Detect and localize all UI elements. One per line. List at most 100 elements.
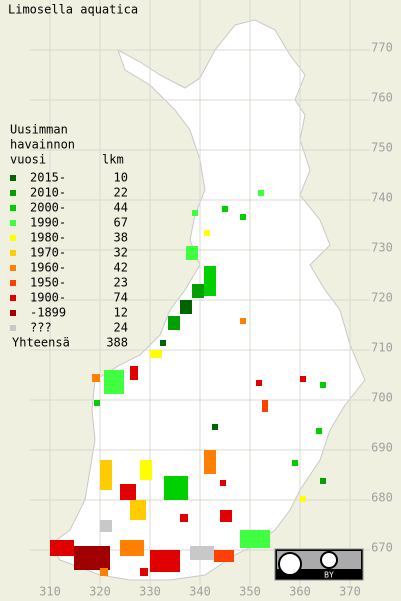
legend-count: 23 xyxy=(114,276,128,290)
square xyxy=(292,460,298,466)
square xyxy=(130,500,146,520)
square xyxy=(220,480,226,486)
legend-count: 22 xyxy=(114,186,128,200)
square xyxy=(160,340,166,346)
legend-swatch xyxy=(10,295,16,301)
square xyxy=(320,382,326,388)
legend-header: Uusimman xyxy=(10,123,68,137)
square xyxy=(300,496,306,502)
square xyxy=(204,230,210,236)
square xyxy=(100,568,108,576)
square xyxy=(220,510,232,522)
legend-count: 44 xyxy=(114,201,128,215)
legend-swatch xyxy=(10,325,16,331)
x-tick-label: 320 xyxy=(89,585,111,599)
legend-count: 32 xyxy=(114,246,128,260)
square xyxy=(192,210,198,216)
legend-label: 2015- xyxy=(30,171,66,185)
legend-count-header: lkm xyxy=(102,153,124,167)
square xyxy=(320,478,326,484)
legend-swatch xyxy=(10,250,16,256)
y-tick-label: 710 xyxy=(371,341,393,355)
square xyxy=(258,190,264,196)
square xyxy=(74,546,110,570)
square xyxy=(222,206,228,212)
square xyxy=(240,318,246,324)
square xyxy=(190,546,214,560)
legend-label: 1970- xyxy=(30,246,66,260)
y-tick-label: 700 xyxy=(371,391,393,405)
y-tick-label: 760 xyxy=(371,91,393,105)
legend-label: 2000- xyxy=(30,201,66,215)
legend-header: havainnon xyxy=(10,138,75,152)
square xyxy=(300,376,306,382)
x-tick-label: 340 xyxy=(189,585,211,599)
square xyxy=(130,366,138,380)
square xyxy=(192,284,204,298)
square xyxy=(316,428,322,434)
legend-count: 74 xyxy=(114,291,128,305)
y-tick-label: 770 xyxy=(371,41,393,55)
square xyxy=(212,424,218,430)
square xyxy=(240,530,270,548)
square xyxy=(150,350,162,358)
axis-labels: 310 320 330 340 350 360 370 670 680 690 700 710 720 7… xyxy=(39,41,393,599)
legend-swatch xyxy=(10,265,16,271)
square xyxy=(92,374,100,382)
x-tick-label: 360 xyxy=(289,585,311,599)
square xyxy=(164,476,188,500)
y-tick-label: 740 xyxy=(371,191,393,205)
square xyxy=(94,400,100,406)
square xyxy=(204,266,216,296)
legend-count: 24 xyxy=(114,321,128,335)
square xyxy=(140,460,152,480)
square xyxy=(50,540,74,556)
square xyxy=(214,550,234,562)
license-badge: BY xyxy=(274,548,364,581)
legend-swatch xyxy=(10,190,16,196)
y-tick-label: 680 xyxy=(371,491,393,505)
legend-count: 10 xyxy=(114,171,128,185)
legend-label: 1960- xyxy=(30,261,66,275)
x-tick-label: 310 xyxy=(39,585,61,599)
legend-label: 1980- xyxy=(30,231,66,245)
square xyxy=(262,400,268,412)
total-label: Yhteensä xyxy=(12,336,70,350)
square xyxy=(150,550,180,572)
legend-label: 2010- xyxy=(30,186,66,200)
square xyxy=(120,484,136,500)
square xyxy=(100,520,112,532)
square xyxy=(240,214,246,220)
x-tick-label: 370 xyxy=(339,585,361,599)
legend-label: 1900- xyxy=(30,291,66,305)
x-tick-label: 330 xyxy=(139,585,161,599)
square xyxy=(120,540,144,556)
total-count: 388 xyxy=(106,336,128,350)
square xyxy=(180,300,192,314)
x-tick-label: 350 xyxy=(239,585,261,599)
y-tick-label: 670 xyxy=(371,541,393,555)
legend-count: 12 xyxy=(114,306,128,320)
legend-label: ??? xyxy=(30,321,52,335)
legend-swatch xyxy=(10,280,16,286)
square xyxy=(180,514,188,522)
y-tick-label: 720 xyxy=(371,291,393,305)
by-icon xyxy=(320,551,338,569)
legend-label: 1950- xyxy=(30,276,66,290)
title: Limosella aquatica xyxy=(8,3,138,17)
square xyxy=(168,316,180,330)
legend-swatch xyxy=(10,175,16,181)
y-tick-label: 690 xyxy=(371,441,393,455)
legend-swatch xyxy=(10,220,16,226)
observation-squares xyxy=(50,190,326,576)
cc-icon xyxy=(278,552,302,576)
y-tick-label: 750 xyxy=(371,141,393,155)
legend-swatch xyxy=(10,235,16,241)
square xyxy=(256,380,262,386)
legend-swatch xyxy=(10,205,16,211)
legend-header: vuosi xyxy=(10,153,46,167)
y-tick-label: 730 xyxy=(371,241,393,255)
square xyxy=(140,568,148,576)
